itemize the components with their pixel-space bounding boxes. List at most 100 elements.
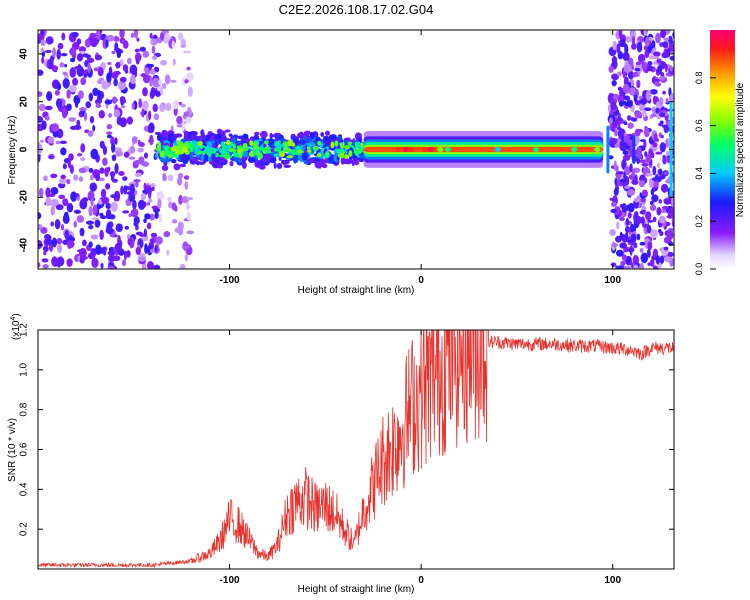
heatmap-cell	[59, 140, 68, 145]
heatmap-cell	[298, 131, 304, 140]
heatmap-cell	[200, 129, 205, 137]
heatmap-cell	[274, 137, 278, 142]
heatmap-cell	[360, 142, 364, 148]
heatmap-cell	[207, 155, 213, 162]
heatmap-cell	[171, 40, 175, 49]
heatmap-cell	[133, 178, 141, 183]
heatmap-cell	[659, 76, 666, 81]
heatmap-cell	[666, 230, 674, 240]
heatmap-cell	[38, 116, 44, 123]
heatmap-cell	[628, 261, 634, 266]
heatmap-cell	[80, 157, 86, 161]
heatmap-cell	[319, 158, 326, 167]
heatmap-cell	[661, 41, 669, 48]
heatmap-cell	[107, 265, 116, 269]
heatmap-cell	[94, 219, 101, 228]
heatmap-cell	[273, 162, 277, 169]
heatmap-cell	[160, 32, 165, 41]
heatmap-cell	[662, 155, 667, 165]
snr-scale-close: )	[11, 313, 22, 316]
heatmap-cell	[108, 112, 112, 118]
heatmap-cell	[94, 67, 98, 72]
heatmap-cell	[135, 223, 139, 228]
heatmap-panel: -100 0 100 -40 -20 0 20 40 Height of straight …	[7, 29, 675, 296]
snr-y-ticks: 0.2 0.4 0.6 0.8 1.0 1.2	[19, 323, 674, 536]
heatmap-cell	[146, 245, 153, 256]
heatmap-cell	[166, 249, 170, 256]
heatmap-cell	[62, 198, 69, 207]
heatmap-cell	[153, 264, 161, 269]
heatmap-cell	[655, 107, 660, 114]
heatmap-cell	[110, 142, 116, 153]
heatmap-cell	[38, 187, 44, 198]
heatmap-cell	[650, 188, 655, 196]
heatmap-cell	[94, 54, 103, 61]
heatmap-cell	[636, 233, 641, 241]
heatmap-cell	[150, 38, 158, 46]
heatmap-cell	[51, 256, 58, 267]
heatmap-cell	[188, 143, 194, 151]
heatmap-cell	[55, 140, 61, 145]
heatmap-cell	[623, 76, 629, 87]
heatmap-cell	[273, 153, 279, 158]
heatmap-cell	[76, 119, 81, 127]
snr-y-tick-label: 0.8	[19, 402, 30, 416]
heatmap-cell	[283, 164, 291, 169]
heatmap-cell	[184, 79, 189, 84]
heatmap-cell	[90, 148, 99, 160]
heatmap-cell	[660, 30, 667, 39]
heatmap-cell	[158, 79, 163, 86]
heatmap-cell	[629, 245, 633, 256]
heatmap-cell	[146, 222, 152, 230]
snr-y-tick-label: 0.4	[19, 482, 30, 496]
heatmap-cell	[66, 89, 71, 99]
heatmap-cell	[150, 87, 156, 98]
heatmap-cell	[232, 151, 237, 158]
heatmap-cell	[85, 220, 94, 225]
heatmap-cell	[119, 117, 127, 128]
heatmap-cell	[83, 74, 88, 79]
heatmap-cell	[135, 172, 142, 178]
heatmap-cell	[73, 220, 77, 228]
heatmap-cell	[153, 113, 160, 121]
colorbar-gradient	[710, 30, 735, 269]
heatmap-cell	[150, 232, 158, 238]
heatmap-cell	[135, 246, 141, 256]
heatmap-cell	[667, 207, 674, 219]
colorbar-tick-label: 0.4	[694, 167, 704, 180]
heatmap-cell	[427, 147, 434, 152]
heatmap-cell	[646, 219, 654, 223]
heatmap-cell	[63, 211, 69, 220]
heatmap-cell	[79, 198, 88, 210]
heatmap-cell	[623, 132, 627, 137]
heatmap-cell	[623, 63, 632, 73]
heatmap-cell	[163, 231, 171, 238]
heatmap-cell	[618, 209, 622, 217]
heatmap-cell	[50, 187, 59, 195]
heatmap-cell	[640, 252, 649, 264]
heatmap-cell	[291, 151, 296, 156]
heatmap-cell	[612, 40, 617, 51]
heatmap-cell	[180, 44, 186, 48]
heatmap-cell	[78, 46, 87, 53]
heatmap-cell	[617, 126, 622, 131]
heatmap-cell	[161, 165, 169, 172]
heatmap-cell	[158, 213, 163, 223]
heatmap-cell	[95, 30, 101, 40]
heatmap-cell	[160, 86, 164, 96]
heatmap-cell	[651, 177, 660, 182]
heatmap-cell	[38, 103, 46, 112]
heatmap-cell	[50, 205, 55, 216]
heatmap-cell	[129, 183, 135, 195]
heatmap-cell	[51, 123, 59, 133]
heatmap-cell	[223, 148, 229, 152]
heatmap-cell	[107, 254, 116, 263]
heatmap-cell	[43, 175, 48, 182]
heatmap-cell	[66, 240, 75, 249]
heatmap-cell	[634, 68, 641, 72]
heatmap-cell	[157, 198, 162, 209]
heatmap-cell	[659, 96, 664, 108]
heatmap-cell	[102, 145, 108, 156]
snr-y-tick-label: 1.2	[19, 323, 30, 337]
heatmap-cell	[611, 73, 620, 81]
